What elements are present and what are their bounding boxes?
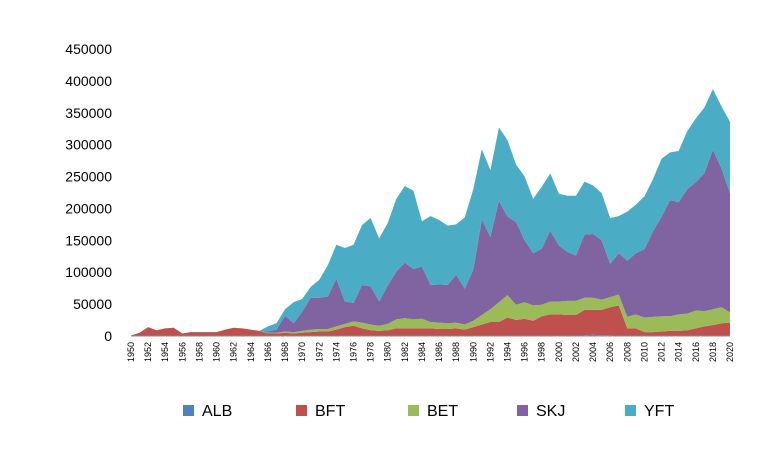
x-tick-label: 1966 [263,342,273,362]
x-tick-label: 1962 [229,342,239,362]
x-tick-label: 2020 [725,342,735,362]
x-tick-label: 1952 [143,342,153,362]
x-tick-labels: 1950 1952 1954 1956 1958 1960 1962 1964 1966 1968… [126,342,735,362]
y-tick-label: 250000 [65,169,112,185]
x-tick-label: 1986 [434,342,444,362]
x-tick-label: 2004 [588,342,598,362]
y-tick-label: 400000 [65,73,112,89]
y-tick-label: 200000 [65,200,112,216]
area-bft [131,305,730,336]
x-tick-label: 2018 [708,342,718,362]
x-tick-label: 1950 [126,342,136,362]
x-tick-label: 1978 [366,342,376,362]
legend-swatch-alb [183,405,194,416]
x-tick-label: 1994 [503,342,513,362]
x-tick-label: 1998 [537,342,547,362]
area-skj [131,149,730,336]
x-tick-label: 1958 [194,342,204,362]
y-tick-labels: 0 50000 100000 150000 200000 250000 300000 3500… [65,41,112,344]
legend: ALB BFT BET SKJ YFT [183,403,674,420]
x-tick-label: 1964 [246,342,256,362]
x-tick-label: 2008 [622,342,632,362]
legend-swatch-skj [517,405,528,416]
x-tick-label: 1956 [177,342,187,362]
x-tick-label: 1990 [468,342,478,362]
y-tick-label: 50000 [73,296,112,312]
legend-label-yft: YFT [644,403,674,420]
x-tick-label: 1972 [314,342,324,362]
x-tick-label: 2014 [674,342,684,362]
x-tick-label: 1954 [160,342,170,362]
y-tick-label: 150000 [65,232,112,248]
y-tick-label: 300000 [65,137,112,153]
area-bet [131,294,730,336]
x-tick-label: 1982 [400,342,410,362]
legend-swatch-bft [296,405,307,416]
x-tick-label: 2010 [639,342,649,362]
y-tick-label: 0 [104,328,112,344]
x-tick-label: 1988 [451,342,461,362]
x-tick-label: 1996 [520,342,530,362]
y-tick-label: 350000 [65,105,112,121]
x-tick-label: 2016 [691,342,701,362]
area-series-group [131,89,730,336]
x-tick-label: 1980 [383,342,393,362]
y-tick-label: 450000 [65,41,112,57]
legend-label-alb: ALB [202,403,232,420]
x-tick-label: 1974 [331,342,341,362]
x-tick-label: 1992 [485,342,495,362]
legend-swatch-yft [625,405,636,416]
legend-swatch-bet [408,405,419,416]
x-tick-label: 2000 [554,342,564,362]
x-tick-label: 1976 [348,342,358,362]
legend-label-bft: BFT [315,403,345,420]
x-tick-label: 1984 [417,342,427,362]
x-tick-label: 1968 [280,342,290,362]
x-tick-label: 2002 [571,342,581,362]
x-tick-label: 2006 [605,342,615,362]
x-tick-label: 2012 [657,342,667,362]
y-tick-label: 100000 [65,264,112,280]
legend-label-skj: SKJ [536,403,565,420]
legend-label-bet: BET [427,403,458,420]
x-tick-label: 1970 [297,342,307,362]
x-tick-label: 1960 [212,342,222,362]
